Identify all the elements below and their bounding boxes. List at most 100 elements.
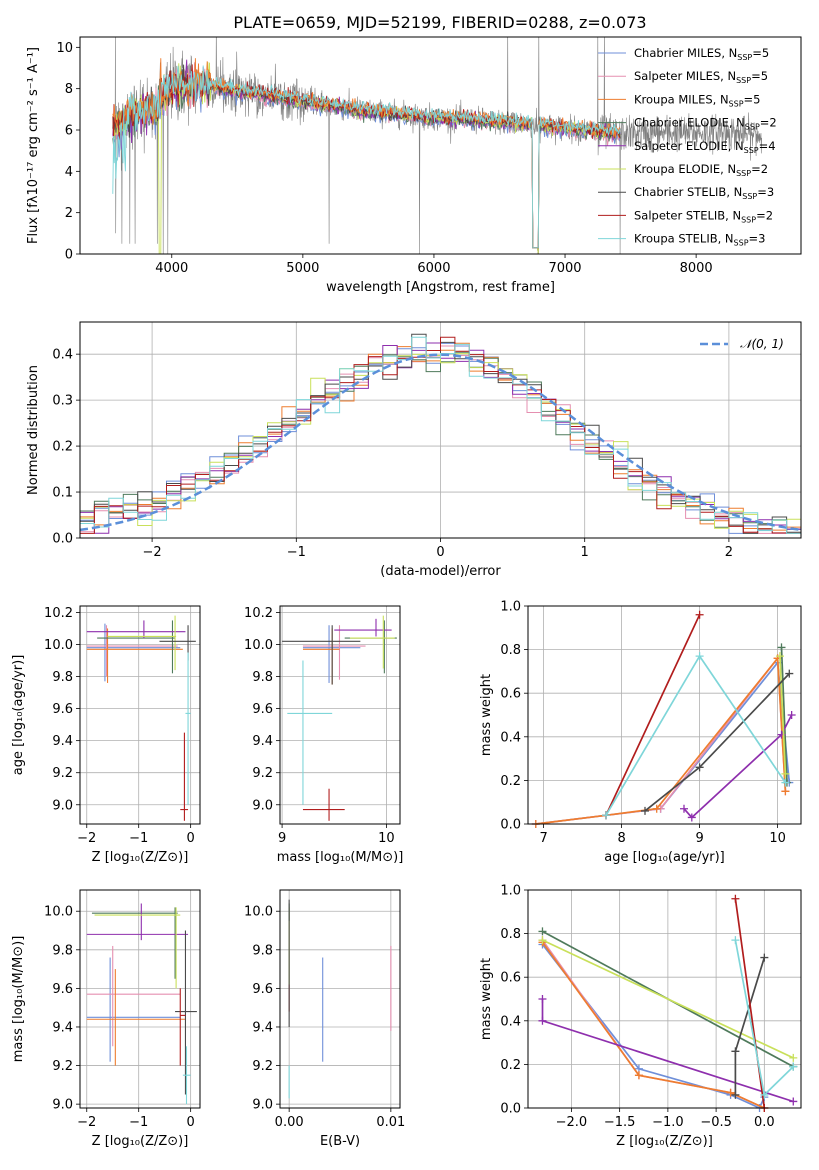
legend-entry: Chabrier ELODIE, NSSP=2	[634, 116, 777, 132]
x-axis-label: wavelength [Angstrom, rest frame]	[326, 280, 555, 295]
y-tick-label: 9.8	[252, 670, 273, 685]
x-tick-label: −1	[129, 831, 148, 846]
y-tick-label: 9.0	[252, 1098, 273, 1113]
x-tick-label: −2	[77, 1115, 96, 1130]
mass-weight-series-line	[541, 941, 765, 1109]
axes-frame	[79, 605, 201, 825]
figure-title: PLATE=0659, MJD=52199, FIBERID=0288, z=0…	[233, 13, 646, 32]
x-axis-label: Z [log₁₀(Z/Z⊙)]	[92, 1134, 189, 1149]
mass-weight-point	[538, 995, 547, 1003]
mass-weight-series-line	[541, 943, 766, 1110]
legend-entry-label: Salpeter STELIB, N	[634, 208, 741, 222]
y-tick-label: 0.8	[500, 643, 521, 658]
legend-entry: 𝒩(0, 1)	[740, 337, 784, 351]
x-tick-label: 9	[695, 831, 703, 846]
massweight-vs-Z-panel: −2.0 −1.5 −1.0 −0.5 0.0 0.0 0.2 0.4 0.6 0.8 1.0 Z […	[479, 884, 802, 1149]
y-tick-label: 9.6	[252, 702, 273, 717]
mass-weight-point	[695, 610, 704, 619]
legend-entry-count: =2	[756, 208, 773, 222]
axes-frame	[527, 605, 802, 825]
y-tick-label: 9.0	[252, 798, 273, 813]
y-tick-label: 10.0	[44, 905, 73, 920]
y-axis-label: mass weight	[479, 958, 494, 1040]
y-tick-label: 0.0	[500, 1102, 521, 1117]
y-tick-label: 0.1	[52, 486, 73, 501]
y-tick-label: 9.6	[252, 982, 273, 997]
y-tick-label: 10.2	[44, 606, 73, 621]
y-tick-label: 9.8	[252, 943, 273, 958]
y-tick-label: 6	[65, 124, 73, 139]
mass-weight-series-line	[780, 647, 788, 783]
legend-entry: Kroupa MILES, NSSP=5	[634, 92, 760, 108]
axes-frame	[527, 889, 802, 1109]
legend-entry-label: Salpeter MILES, N	[634, 69, 736, 83]
y-tick-label: 0.2	[52, 440, 73, 455]
y-tick-label: 9.6	[52, 982, 73, 997]
residual-histogram-step	[80, 353, 801, 530]
axes-frame	[79, 36, 802, 255]
mass-weight-point	[760, 953, 769, 962]
x-tick-label: 0.0	[754, 1115, 775, 1130]
legend-entry-subscript: SSP	[736, 169, 751, 178]
y-tick-label: 0.4	[52, 348, 73, 363]
y-tick-label: 10.0	[44, 638, 73, 653]
legend-entry: Chabrier MILES, NSSP=5	[634, 46, 769, 62]
axes-frame	[279, 889, 401, 1109]
x-tick-label: 0	[187, 831, 195, 846]
x-axis-label: (data-model)/error	[380, 564, 501, 579]
legend-entry-count: =5	[751, 69, 768, 83]
legend-entry-subscript: SSP	[741, 215, 756, 224]
y-tick-label: 0	[65, 248, 73, 263]
mass-weight-series-line	[542, 939, 794, 1059]
model-spectrum-line	[112, 65, 621, 249]
y-tick-label: 0.2	[500, 774, 521, 789]
mass-weight-point	[731, 1047, 740, 1056]
y-tick-label: 1.0	[500, 600, 521, 615]
y-tick-label: 10.0	[244, 638, 273, 653]
y-tick-label: 9.4	[252, 734, 273, 749]
mass-weight-point	[641, 806, 649, 815]
y-tick-label: 9.2	[52, 1059, 73, 1074]
residual-histogram-step	[80, 345, 801, 534]
y-tick-label: 9.6	[52, 702, 73, 717]
legend-entry: Kroupa ELODIE, NSSP=2	[634, 162, 768, 178]
legend-entry-label: Kroupa STELIB, N	[634, 232, 734, 246]
mass-weight-point	[680, 804, 688, 813]
mass-weight-point	[652, 804, 661, 813]
y-tick-label: 9.4	[252, 1020, 273, 1035]
x-tick-label: 0	[187, 1115, 195, 1130]
x-tick-label: −0.5	[700, 1115, 732, 1130]
y-tick-label: 0.6	[500, 971, 521, 986]
age-vs-Z-panel: −2 −1 0 9.0 9.2 9.4 9.6 9.8 10.0 10.2 Z [log₁₀(Z/Z…	[11, 605, 201, 865]
residual-histogram-step	[80, 333, 801, 534]
x-tick-label: 10	[769, 831, 786, 846]
mass-weight-point	[781, 778, 790, 787]
y-tick-label: 1.0	[500, 884, 521, 899]
residual-histogram-step	[80, 336, 801, 534]
x-tick-label: −1	[129, 1115, 148, 1130]
x-axis-label: mass [log₁₀(M/M⊙)]	[277, 850, 404, 865]
y-tick-label: 0.8	[500, 927, 521, 942]
mass-weight-point	[731, 936, 740, 945]
x-tick-label: 7000	[548, 261, 581, 276]
y-tick-label: 0.0	[500, 818, 521, 833]
legend-entry-subscript: SSP	[742, 192, 757, 201]
y-tick-label: 9.4	[52, 734, 73, 749]
y-axis-label: age [log₁₀(age/yr)]	[11, 655, 26, 776]
y-tick-label: 0.3	[52, 394, 73, 409]
axes-frame	[79, 889, 201, 1109]
mass-weight-point	[634, 1071, 643, 1080]
y-tick-label: 0.0	[52, 532, 73, 547]
legend-entry-count: =5	[744, 92, 761, 106]
x-tick-label: −1.0	[652, 1115, 684, 1130]
y-axis-label: Normed distribution	[26, 365, 41, 495]
mass-weight-series-line	[541, 939, 765, 1109]
legend-entry: Kroupa STELIB, NSSP=3	[634, 232, 765, 248]
legend-entry-label: Salpeter ELODIE, N	[634, 139, 744, 153]
x-axis-label: E(B-V)	[320, 1134, 360, 1149]
y-tick-label: 4	[65, 165, 73, 180]
x-tick-label: 9	[278, 831, 286, 846]
mass-weight-point	[785, 669, 794, 678]
x-tick-label: −2.0	[556, 1115, 588, 1130]
